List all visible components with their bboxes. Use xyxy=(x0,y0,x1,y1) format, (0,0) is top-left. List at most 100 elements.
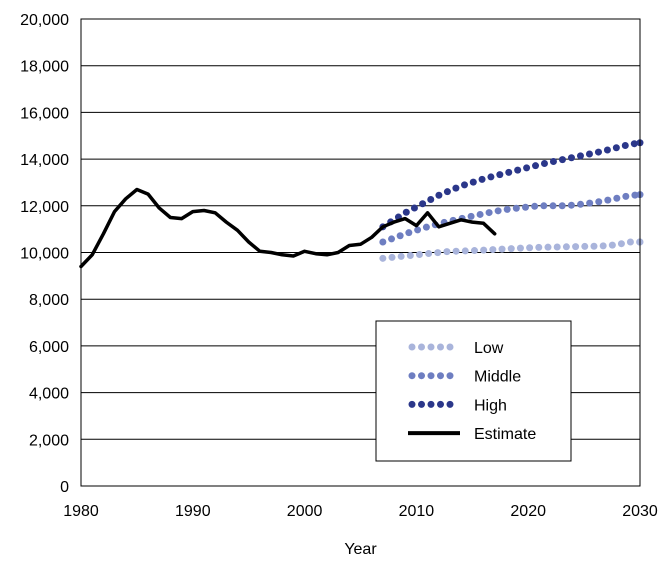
series-point xyxy=(540,160,548,168)
series-high xyxy=(379,139,644,231)
series-point xyxy=(594,148,602,156)
legend-swatch xyxy=(446,343,454,351)
y-tick-label: 10,000 xyxy=(20,246,69,263)
series-point xyxy=(595,198,603,206)
x-tick-label: 2030 xyxy=(622,503,658,520)
series-point xyxy=(396,232,404,240)
series-point xyxy=(487,173,495,181)
plot-area-frame xyxy=(80,18,641,487)
series-point xyxy=(405,229,413,237)
series-point xyxy=(415,251,423,259)
series-point xyxy=(485,209,493,217)
series-point xyxy=(622,192,630,200)
series-point xyxy=(562,243,570,251)
series-point xyxy=(572,243,580,251)
series-point xyxy=(617,240,625,248)
legend-swatch xyxy=(437,372,444,380)
series-point xyxy=(535,243,543,251)
grid-lines xyxy=(81,65,640,440)
y-tick-label: 16,000 xyxy=(20,105,69,122)
series-point xyxy=(531,202,539,210)
series-point xyxy=(425,250,433,258)
series-point xyxy=(480,246,488,254)
series-middle xyxy=(379,191,644,246)
series-point xyxy=(379,254,387,262)
series-point xyxy=(526,244,534,252)
series-point xyxy=(467,212,475,220)
x-tick-label: 2000 xyxy=(287,503,323,520)
series-lines xyxy=(79,139,644,269)
series-point xyxy=(553,243,561,251)
series-point xyxy=(576,152,584,160)
series-point xyxy=(604,196,612,204)
legend-label: Middle xyxy=(474,369,521,386)
series-point xyxy=(478,175,486,183)
series-point xyxy=(498,245,506,253)
y-tick-label: 8,000 xyxy=(29,292,69,309)
series-point xyxy=(419,200,427,208)
series-point xyxy=(613,194,621,202)
series-point xyxy=(469,178,477,186)
series-point xyxy=(388,235,396,243)
series-point xyxy=(558,156,566,164)
series-point xyxy=(505,168,513,176)
legend-swatch xyxy=(427,400,435,408)
x-tick-label: 1980 xyxy=(63,503,99,520)
x-tick-label: 2020 xyxy=(510,503,546,520)
series-point xyxy=(523,164,531,172)
series-point xyxy=(514,166,522,174)
series-point xyxy=(402,208,410,216)
series-point xyxy=(452,184,460,192)
series-point xyxy=(461,181,469,189)
x-axis-title: Year xyxy=(344,541,377,558)
series-point xyxy=(590,242,598,250)
series-point xyxy=(489,246,497,254)
series-low xyxy=(379,238,644,262)
legend-swatch xyxy=(446,372,454,380)
legend-swatch xyxy=(408,400,416,408)
legend-box xyxy=(375,320,572,462)
series-point xyxy=(397,252,405,260)
series-point xyxy=(558,202,566,210)
series-point xyxy=(452,247,460,255)
y-tick-label: 12,000 xyxy=(20,199,69,216)
legend-swatch xyxy=(437,343,444,351)
series-point xyxy=(516,244,524,252)
legend-swatch xyxy=(408,372,416,380)
x-tick-label: 2010 xyxy=(399,503,435,520)
series-point xyxy=(476,210,484,218)
x-tick-label: 1990 xyxy=(175,503,211,520)
series-point xyxy=(470,247,478,255)
legend-label: Low xyxy=(474,340,504,357)
series-point xyxy=(379,238,387,246)
legend-swatch xyxy=(446,400,454,408)
series-point xyxy=(512,204,520,212)
series-point xyxy=(443,188,451,196)
legend: Low Middle High Estimate xyxy=(375,320,572,462)
series-point xyxy=(532,162,540,170)
series-point xyxy=(427,195,435,203)
y-tick-label: 20,000 xyxy=(20,12,69,29)
series-estimate xyxy=(79,187,497,269)
series-point xyxy=(544,243,552,251)
series-point xyxy=(540,202,548,210)
y-tick-label: 0 xyxy=(60,479,69,496)
series-point xyxy=(577,200,585,208)
x-axis-tick-labels: 1980 1990 2000 2010 2020 2030 xyxy=(63,503,658,520)
series-point xyxy=(443,248,451,256)
series-point xyxy=(612,144,620,152)
series-point xyxy=(626,238,634,246)
series-point xyxy=(434,249,442,257)
series-point xyxy=(461,247,469,255)
y-tick-label: 2,000 xyxy=(29,432,69,449)
series-point xyxy=(496,171,504,179)
series-point xyxy=(567,201,575,209)
series-point xyxy=(549,202,557,210)
series-point xyxy=(435,191,443,199)
series-point xyxy=(631,191,639,199)
series-point xyxy=(621,142,629,150)
series-point xyxy=(414,226,422,234)
legend-swatch xyxy=(418,343,425,351)
series-point xyxy=(585,150,593,158)
